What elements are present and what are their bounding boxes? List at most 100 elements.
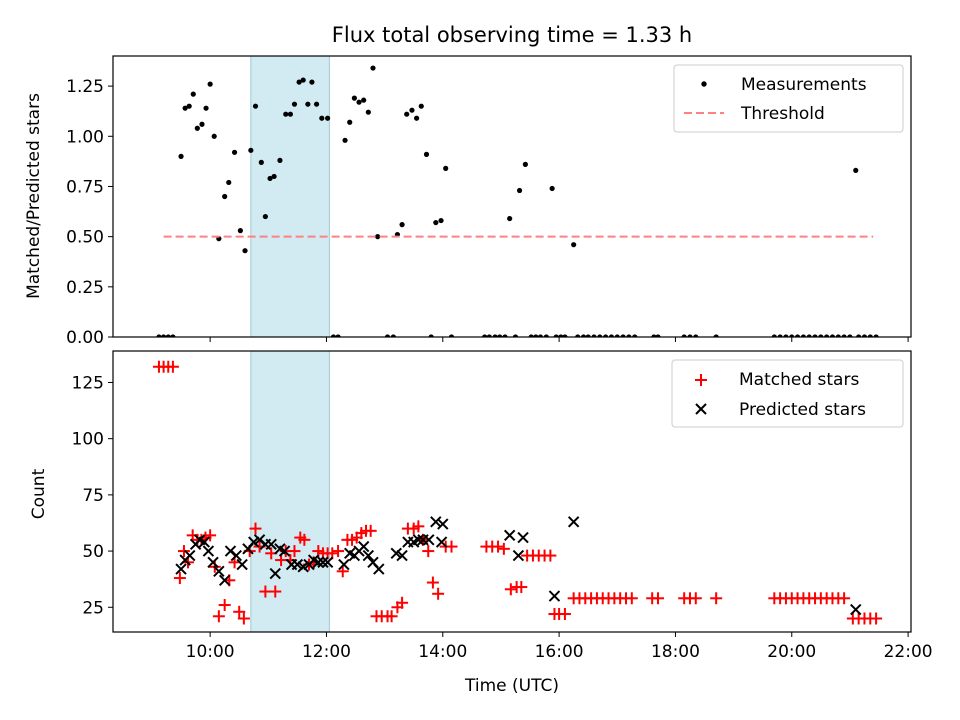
measurement-point — [448, 334, 455, 337]
measurement-point — [384, 334, 391, 337]
y-tick-label: 0.50 — [66, 228, 104, 248]
top-x-ticks — [209, 337, 909, 342]
predicted-star-point — [265, 538, 277, 551]
predicted-star-point — [175, 563, 187, 575]
x-tick-label: 22:00 — [884, 642, 933, 662]
legend-matched-label: Matched stars — [739, 370, 859, 390]
predicted-star-point — [230, 549, 243, 562]
bottom-plot-marks — [152, 360, 883, 625]
predicted-star-point — [503, 529, 516, 542]
predicted-star-point — [423, 534, 435, 546]
legend-measurements-marker — [701, 81, 707, 87]
matched-star-point — [336, 565, 349, 578]
measurement-point — [603, 334, 609, 337]
measurement-point — [841, 334, 847, 337]
measurement-point — [537, 334, 544, 337]
matched-star-point — [426, 576, 439, 589]
y-tick-label: 1.25 — [66, 77, 104, 97]
measurement-point — [847, 334, 853, 337]
y-tick-label: 0.00 — [66, 328, 104, 348]
y-tick-label: 75 — [82, 486, 104, 506]
predicted-star-point — [373, 563, 385, 575]
x-tick-label: 18:00 — [651, 642, 700, 662]
measurement-point — [375, 234, 381, 240]
measurement-point — [482, 334, 488, 337]
predicted-star-point — [430, 516, 442, 528]
top-shaded-band — [250, 55, 330, 338]
measurement-point — [693, 334, 699, 337]
predicted-star-point — [412, 534, 425, 546]
predicted-star-point — [184, 549, 196, 562]
measurement-point — [409, 107, 415, 113]
matched-star-point — [166, 360, 179, 373]
y-tick-label: 25 — [82, 598, 104, 618]
matched-star-point — [204, 529, 217, 542]
predicted-star-point — [236, 558, 248, 571]
top-y-ticks: 0.00 0.25 0.50 0.75 1.00 1.25 — [66, 77, 113, 348]
matched-star-point — [288, 545, 301, 558]
measurement-point — [562, 334, 568, 337]
measurement-point — [414, 115, 420, 121]
x-tick-label: 14:00 — [418, 642, 467, 662]
matched-star-point — [412, 520, 425, 533]
measurement-point — [325, 115, 331, 121]
matched-star-point — [492, 540, 505, 553]
matched-star-point — [504, 583, 517, 596]
measurement-point — [543, 334, 549, 337]
matched-star-point — [422, 545, 435, 558]
measurement-point — [687, 334, 693, 337]
measurement-point — [194, 125, 200, 131]
measurement-point — [203, 105, 209, 111]
measurement-point — [182, 105, 188, 111]
measurement-point — [632, 334, 638, 337]
predicted-star-point — [512, 549, 525, 562]
measurement-point — [211, 133, 217, 139]
predicted-star-point — [213, 565, 225, 578]
measurement-point — [549, 185, 555, 192]
measurement-point — [818, 334, 824, 337]
measurement-point — [170, 334, 176, 337]
measurement-point — [507, 215, 513, 222]
predicted-star-point — [312, 556, 325, 569]
predicted-star-point — [362, 549, 375, 562]
predicted-star-point — [198, 536, 211, 548]
bottom-legend-box — [671, 359, 904, 428]
measurement-point — [242, 248, 248, 254]
measurement-point — [681, 334, 687, 337]
measurement-point — [258, 159, 264, 165]
measurement-point — [347, 119, 353, 125]
measurement-point — [277, 157, 283, 163]
measurement-point — [614, 334, 620, 337]
top-legend: Measurements Threshold — [673, 64, 904, 133]
matched-star-point — [218, 599, 231, 612]
measurement-point — [231, 149, 238, 155]
predicted-star-point — [269, 567, 281, 580]
matched-star-point — [249, 522, 262, 535]
measurement-point — [309, 79, 315, 85]
measurement-point — [575, 334, 581, 337]
bottom-y-axis-label: Count — [29, 468, 49, 519]
measurement-point — [399, 222, 405, 228]
x-tick-label: 12:00 — [302, 642, 351, 662]
predicted-star-point — [278, 545, 291, 557]
bottom-axes-frame — [112, 350, 912, 633]
legend-threshold-label: Threshold — [740, 104, 825, 124]
measurement-point — [528, 334, 534, 337]
measurement-point — [291, 101, 298, 107]
measurement-point — [492, 334, 498, 337]
y-tick-label: 125 — [72, 373, 104, 393]
y-tick-label: 100 — [72, 430, 104, 450]
y-tick-label: 0.25 — [66, 278, 104, 298]
measurement-point — [783, 334, 789, 337]
matched-star-point — [173, 572, 186, 585]
top-plot-marks — [156, 65, 879, 337]
matched-star-point — [870, 612, 883, 625]
matched-star-point — [177, 545, 190, 558]
measurement-point — [824, 334, 830, 337]
measurement-point — [271, 173, 277, 180]
measurement-point — [365, 109, 371, 115]
measurement-point — [428, 334, 434, 337]
measurement-point — [794, 334, 801, 337]
measurement-point — [300, 77, 306, 83]
